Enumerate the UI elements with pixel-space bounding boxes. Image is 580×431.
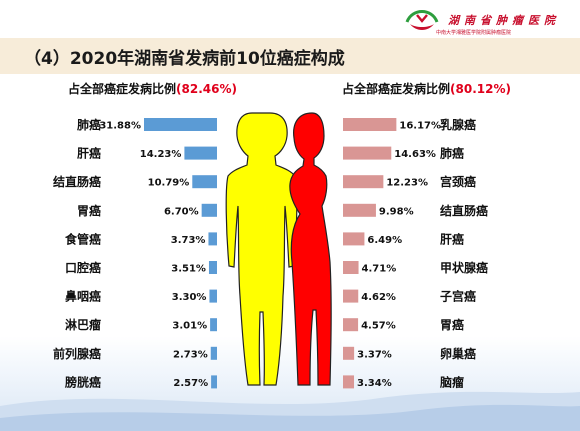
female-bar <box>343 146 392 160</box>
male-bar <box>210 346 217 360</box>
male-value-label: 14.23% <box>140 149 182 160</box>
female-value-label: 9.98% <box>379 206 414 217</box>
female-category-label: 肺癌 <box>440 146 464 161</box>
male-category-label: 胃癌 <box>77 203 101 218</box>
female-bar <box>343 118 397 131</box>
male-category-label: 肺癌 <box>77 117 101 132</box>
male-value-label: 2.57% <box>173 378 208 389</box>
female-bar <box>343 175 384 189</box>
female-category-label: 结直肠癌 <box>440 203 488 218</box>
page-title: （4）2020年湖南省发病前10位癌症构成 <box>24 49 345 69</box>
male-value-label: 10.79% <box>148 178 190 189</box>
male-category-label: 膀胱癌 <box>64 374 101 389</box>
female-bar-chart: 16.17%乳腺癌 14.63% 肺癌 12.23% 宫颈癌 9.98% 结直肠癌 6.49%… <box>343 117 488 389</box>
female-value-label: 16.17% <box>399 121 441 132</box>
female-bar <box>343 318 359 332</box>
male-silhouette <box>225 112 298 386</box>
male-chart-subtitle: 占全部癌症发病比例(82.46%) <box>68 80 237 97</box>
female-subtitle-text: 占全部癌症发病比例 <box>342 82 451 96</box>
female-bar <box>343 289 359 303</box>
male-bar <box>208 232 217 246</box>
female-value-label: 4.62% <box>361 292 396 303</box>
male-value-label: 3.30% <box>172 292 207 303</box>
female-category-label: 卵巢癌 <box>440 346 476 361</box>
female-value-label: 6.49% <box>367 235 402 246</box>
male-value-label: 3.01% <box>172 321 207 332</box>
female-category-label: 脑瘤 <box>439 374 464 389</box>
male-bar <box>211 375 217 389</box>
male-category-label: 淋巴瘤 <box>65 317 101 332</box>
male-bar-chart: 31.88%肺癌 14.23% 肝癌 10.79% 结直肠癌 6.70% 胃癌 3.73% 食管… <box>53 117 217 389</box>
female-value-label: 3.34% <box>357 378 392 389</box>
female-silhouette <box>289 112 332 386</box>
hospital-name: 湖南省肿瘤医院 <box>448 14 560 27</box>
male-subtitle-text: 占全部癌症发病比例 <box>68 82 177 96</box>
male-bar <box>192 175 217 189</box>
hospital-subtitle: 中南大学湘雅医学院附属肿瘤医院 <box>436 30 512 36</box>
female-subtitle-pct: (80.12%) <box>450 82 511 96</box>
title-band <box>0 38 580 74</box>
male-category-label: 肝癌 <box>77 146 101 161</box>
female-category-label: 乳腺癌 <box>440 117 476 132</box>
male-category-label: 结直肠癌 <box>53 174 101 189</box>
male-bar <box>184 146 217 160</box>
female-category-label: 子宫癌 <box>440 289 476 304</box>
male-bar <box>143 118 217 131</box>
female-category-label: 宫颈癌 <box>440 174 476 189</box>
male-bar <box>201 203 217 217</box>
male-value-label: 2.73% <box>173 349 208 360</box>
female-value-label: 12.23% <box>386 178 428 189</box>
male-value-label: 31.88% <box>99 121 141 132</box>
male-category-label: 鼻咽癌 <box>65 289 101 304</box>
female-chart-subtitle: 占全部癌症发病比例(80.12%) <box>342 80 511 97</box>
female-bar <box>343 232 365 246</box>
male-value-label: 3.73% <box>171 235 206 246</box>
female-bar <box>343 375 355 389</box>
female-category-label: 甲状腺癌 <box>440 260 488 275</box>
male-category-label: 口腔癌 <box>65 260 101 275</box>
female-category-label: 胃癌 <box>440 317 464 332</box>
female-value-label: 3.37% <box>357 349 392 360</box>
male-value-label: 6.70% <box>164 206 199 217</box>
male-value-label: 3.51% <box>171 264 206 275</box>
female-value-label: 14.63% <box>394 149 436 160</box>
footer-wave <box>0 391 580 431</box>
male-bar <box>209 289 217 303</box>
female-bar <box>343 346 355 360</box>
female-category-label: 肝癌 <box>440 231 464 246</box>
male-category-label: 前列腺癌 <box>53 346 101 361</box>
female-bar <box>343 203 376 217</box>
male-bar <box>210 318 217 332</box>
male-subtitle-pct: (82.46%) <box>176 82 237 96</box>
hospital-logo-icon <box>405 10 439 30</box>
female-value-label: 4.57% <box>361 321 396 332</box>
female-value-label: 4.71% <box>362 264 397 275</box>
male-category-label: 食管癌 <box>64 231 101 246</box>
female-bar <box>343 261 359 274</box>
male-bar <box>208 261 217 274</box>
